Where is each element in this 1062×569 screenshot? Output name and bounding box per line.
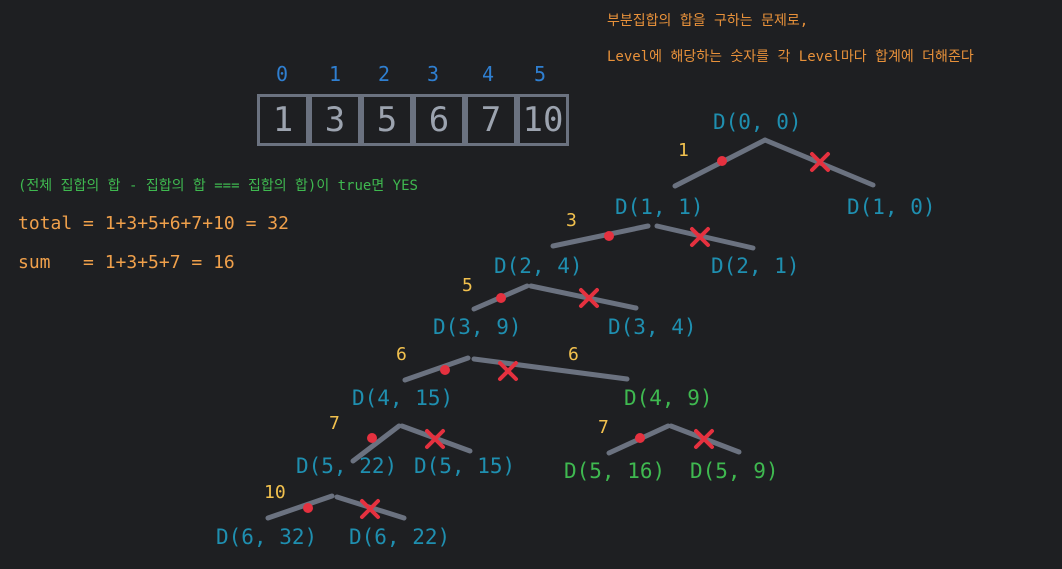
array-index-5: 5 xyxy=(533,62,547,86)
array-cell-2: 5 xyxy=(361,94,413,146)
array-index-3: 3 xyxy=(426,62,440,86)
total-line: total = 1+3+5+6+7+10 = 32 xyxy=(18,213,289,234)
edge xyxy=(528,283,639,311)
note-line-1: 부분집합의 합을 구하는 문제로, xyxy=(607,13,809,29)
edge xyxy=(265,493,335,521)
level-label-6: 10 xyxy=(264,482,286,503)
array-cell-3: 6 xyxy=(413,94,465,146)
level-label-3: 5 xyxy=(462,275,473,296)
include-dot xyxy=(367,433,377,443)
sum-line: sum = 1+3+5+7 = 16 xyxy=(18,252,235,273)
node-d-1-0: D(1, 0) xyxy=(847,195,936,219)
edge xyxy=(654,223,756,251)
include-dot xyxy=(440,365,450,375)
node-d-3-4: D(3, 4) xyxy=(608,315,697,339)
include-dot xyxy=(604,231,614,241)
exclude-x-mark xyxy=(360,499,380,519)
node-d-5-16: D(5, 16) xyxy=(564,459,666,483)
node-d-5-22: D(5, 22) xyxy=(296,454,398,478)
array-cell-4: 7 xyxy=(465,94,517,146)
edge xyxy=(350,423,402,464)
level-label-4-left: 6 xyxy=(396,344,407,365)
node-d-5-9: D(5, 9) xyxy=(690,459,779,483)
note-line-2: Level에 해당하는 숫자를 각 Level마다 합계에 더해준다 xyxy=(607,49,974,65)
exclude-x-mark xyxy=(690,227,710,247)
include-dot xyxy=(635,433,645,443)
level-label-1: 1 xyxy=(678,140,689,161)
include-dot xyxy=(717,156,727,166)
node-d-4-9: D(4, 9) xyxy=(624,386,713,410)
level-label-5-left: 7 xyxy=(329,413,340,434)
array-index-2: 2 xyxy=(377,62,391,86)
edge xyxy=(550,223,651,249)
array-index-0: 0 xyxy=(275,62,289,86)
node-d-3-9: D(3, 9) xyxy=(433,315,522,339)
node-d-0-0: D(0, 0) xyxy=(713,110,802,134)
exclude-x-mark xyxy=(810,152,830,172)
level-label-5-right: 7 xyxy=(598,417,609,438)
exclude-x-mark xyxy=(425,429,445,449)
edge xyxy=(402,355,471,383)
node-d-4-15: D(4, 15) xyxy=(352,386,454,410)
node-d-5-15: D(5, 15) xyxy=(414,454,516,478)
exclude-x-mark xyxy=(694,429,714,449)
array-index-4: 4 xyxy=(481,62,495,86)
node-d-6-22: D(6, 22) xyxy=(349,525,451,549)
level-label-4-right: 6 xyxy=(568,344,579,365)
include-dot xyxy=(303,503,313,513)
edge xyxy=(471,356,630,382)
exclude-x-mark xyxy=(579,288,599,308)
node-d-2-4: D(2, 4) xyxy=(494,254,583,278)
array-cell-5: 10 xyxy=(517,94,569,146)
condition-text: (전체 집합의 합 - 집합의 합 === 집합의 합)이 true면 YES xyxy=(18,178,418,194)
node-d-6-32: D(6, 32) xyxy=(216,525,318,549)
exclude-x-mark xyxy=(498,361,518,381)
include-dot xyxy=(496,293,506,303)
level-label-2: 3 xyxy=(566,210,577,231)
node-d-2-1: D(2, 1) xyxy=(711,254,800,278)
node-d-1-1: D(1, 1) xyxy=(615,195,704,219)
array-cell-1: 3 xyxy=(309,94,361,146)
array-index-1: 1 xyxy=(328,62,342,86)
array-cell-0: 1 xyxy=(257,94,309,146)
